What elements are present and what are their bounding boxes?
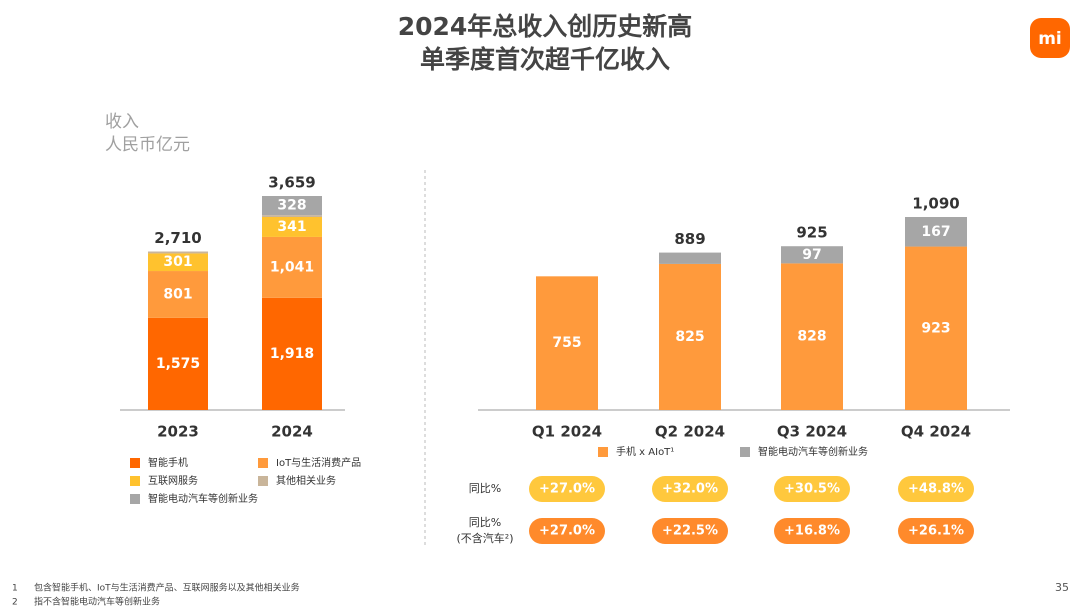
bar-segment xyxy=(905,217,967,247)
total-label: 1,090 xyxy=(912,195,959,213)
growth-pill xyxy=(898,476,974,502)
value-label: 801 xyxy=(163,286,192,302)
bar-segment xyxy=(659,263,721,410)
growth-pill xyxy=(652,518,728,544)
bar-segment xyxy=(262,216,322,237)
value-label: 755 xyxy=(552,335,581,351)
legend-label: IoT与生活消费产品 xyxy=(276,456,361,469)
bar-segment xyxy=(262,236,322,298)
growth-value: +32.0% xyxy=(662,482,718,497)
bar-segment xyxy=(148,317,208,410)
x-tick-label: Q4 2024 xyxy=(901,423,971,441)
value-label: 1,918 xyxy=(270,346,314,362)
growth-value: +22.5% xyxy=(662,524,718,539)
value-label: 1,041 xyxy=(270,259,314,275)
footnote: 指不含智能电动汽车等创新业务 xyxy=(34,596,160,608)
page-number: 35 xyxy=(1055,581,1069,594)
total-label: 925 xyxy=(796,224,827,242)
row-label: 同比% xyxy=(469,516,501,529)
value-label: 923 xyxy=(921,320,950,336)
growth-pill xyxy=(774,476,850,502)
bar-segment xyxy=(148,251,208,254)
row-label: (不含汽车²) xyxy=(457,531,514,545)
bar-segment xyxy=(659,252,721,264)
total-label: 2,710 xyxy=(154,229,201,247)
subtitle: 单季度首次超千亿收入 xyxy=(420,45,670,74)
bar-segment xyxy=(148,271,208,318)
footnote-number: 2 xyxy=(12,598,18,608)
growth-value: +16.8% xyxy=(784,524,840,539)
growth-pill xyxy=(652,476,728,502)
bar-segment xyxy=(905,246,967,410)
bar-segment xyxy=(262,196,322,216)
total-label: 3,659 xyxy=(268,174,315,192)
bar-segment xyxy=(536,276,598,410)
row-label: 同比% xyxy=(469,482,501,495)
legend-swatch xyxy=(258,476,268,486)
value-label: 301 xyxy=(163,254,192,270)
value-label: 341 xyxy=(277,219,306,235)
title: 2024年总收入创历史新高 xyxy=(398,12,693,41)
logo: mi xyxy=(1038,29,1062,49)
footnote-number: 1 xyxy=(12,584,18,594)
growth-value: +48.8% xyxy=(908,482,964,497)
growth-pill xyxy=(898,518,974,544)
value-label: 97 xyxy=(802,247,821,263)
legend-swatch xyxy=(130,494,140,504)
legend-swatch xyxy=(258,458,268,468)
legend-label: 智能电动汽车等创新业务 xyxy=(758,445,868,458)
value-label: 828 xyxy=(797,329,826,345)
x-tick-label: Q1 2024 xyxy=(532,423,602,441)
x-tick-label: Q2 2024 xyxy=(655,423,725,441)
value-label: 1,575 xyxy=(156,356,200,372)
growth-pill xyxy=(529,518,605,544)
legend-label: 互联网服务 xyxy=(148,474,198,487)
value-label: 825 xyxy=(675,329,704,345)
unit-label: 人民币亿元 xyxy=(105,135,190,155)
growth-value: +27.0% xyxy=(539,524,595,539)
bar-segment xyxy=(262,297,322,410)
value-label: 167 xyxy=(921,224,950,240)
bar-segment xyxy=(262,215,322,217)
value-label: 328 xyxy=(277,198,306,214)
growth-pill xyxy=(529,476,605,502)
x-tick-label: 2024 xyxy=(271,423,313,441)
unit-label: 收入 xyxy=(105,112,139,132)
legend-swatch xyxy=(130,458,140,468)
x-tick-label: 2023 xyxy=(157,423,199,441)
legend-label: 其他相关业务 xyxy=(276,474,336,487)
growth-pill xyxy=(774,518,850,544)
total-label: 889 xyxy=(674,230,705,248)
legend-swatch xyxy=(740,447,750,457)
legend-label: 智能电动汽车等创新业务 xyxy=(148,492,258,505)
legend-swatch xyxy=(130,476,140,486)
growth-value: +27.0% xyxy=(539,482,595,497)
x-tick-label: Q3 2024 xyxy=(777,423,847,441)
logo-bg xyxy=(1030,18,1070,58)
legend-label: 智能手机 xyxy=(148,456,188,469)
growth-value: +26.1% xyxy=(908,524,964,539)
bar-segment xyxy=(781,246,843,264)
bar-segment xyxy=(148,253,208,272)
footnote: 包含智能手机、IoT与生活消费产品、互联网服务以及其他相关业务 xyxy=(34,582,300,594)
legend-label: 手机 x AIoT¹ xyxy=(616,445,674,458)
growth-value: +30.5% xyxy=(784,482,840,497)
legend-swatch xyxy=(598,447,608,457)
bar-segment xyxy=(781,263,843,410)
